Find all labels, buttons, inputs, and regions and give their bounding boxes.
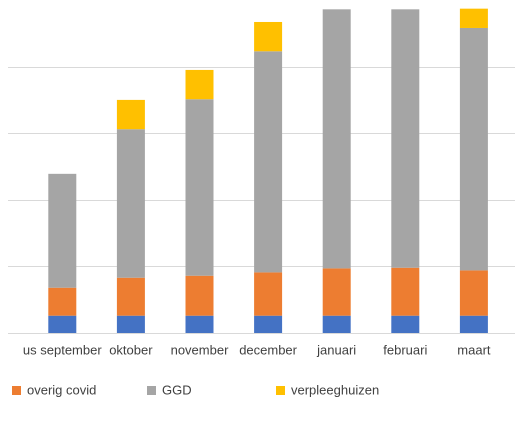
bar-segment	[459, 270, 488, 316]
bar-segment	[254, 315, 283, 333]
bar-segment	[322, 268, 351, 316]
bar-segment	[459, 8, 488, 28]
legend-swatch	[12, 386, 21, 395]
bar-segment	[48, 287, 77, 316]
bar-segment	[459, 315, 488, 333]
legend-label: verpleeghuizen	[291, 382, 379, 397]
bar-segment	[185, 315, 214, 333]
x-tick-label: maart	[457, 342, 491, 357]
legend-label: GGD	[162, 382, 192, 397]
bar-segment	[391, 315, 420, 333]
bar-segment	[254, 51, 283, 273]
x-tick-label: oktober	[109, 342, 153, 357]
bar-segment	[48, 173, 77, 288]
legend-label: overig covid	[27, 382, 96, 397]
bar-segment	[185, 275, 214, 316]
legend: overig covid GGD verpleeghuizen	[12, 382, 379, 397]
bar-segment	[322, 315, 351, 333]
bar-segment	[254, 21, 283, 52]
bar-segment	[185, 69, 214, 100]
bar-segment	[322, 9, 351, 269]
bar-segment	[185, 99, 214, 276]
x-tick-label: us september	[23, 342, 102, 357]
bars	[48, 8, 488, 333]
bar-segment	[391, 9, 420, 268]
bar-segment	[116, 99, 145, 130]
bar-segment	[459, 27, 488, 271]
bar-segment	[116, 315, 145, 333]
labels: us september oktober november december janua…	[23, 342, 491, 357]
bar-segment	[48, 315, 77, 333]
bar-segment	[116, 129, 145, 278]
legend-swatch	[276, 386, 285, 395]
x-tick-label: januari	[316, 342, 356, 357]
legend-swatch	[147, 386, 156, 395]
x-tick-label: december	[239, 342, 297, 357]
bar-segment	[254, 272, 283, 316]
bar-segment	[116, 277, 145, 316]
x-tick-label: februari	[383, 342, 427, 357]
x-tick-label: november	[171, 342, 229, 357]
bar-segment	[391, 267, 420, 316]
